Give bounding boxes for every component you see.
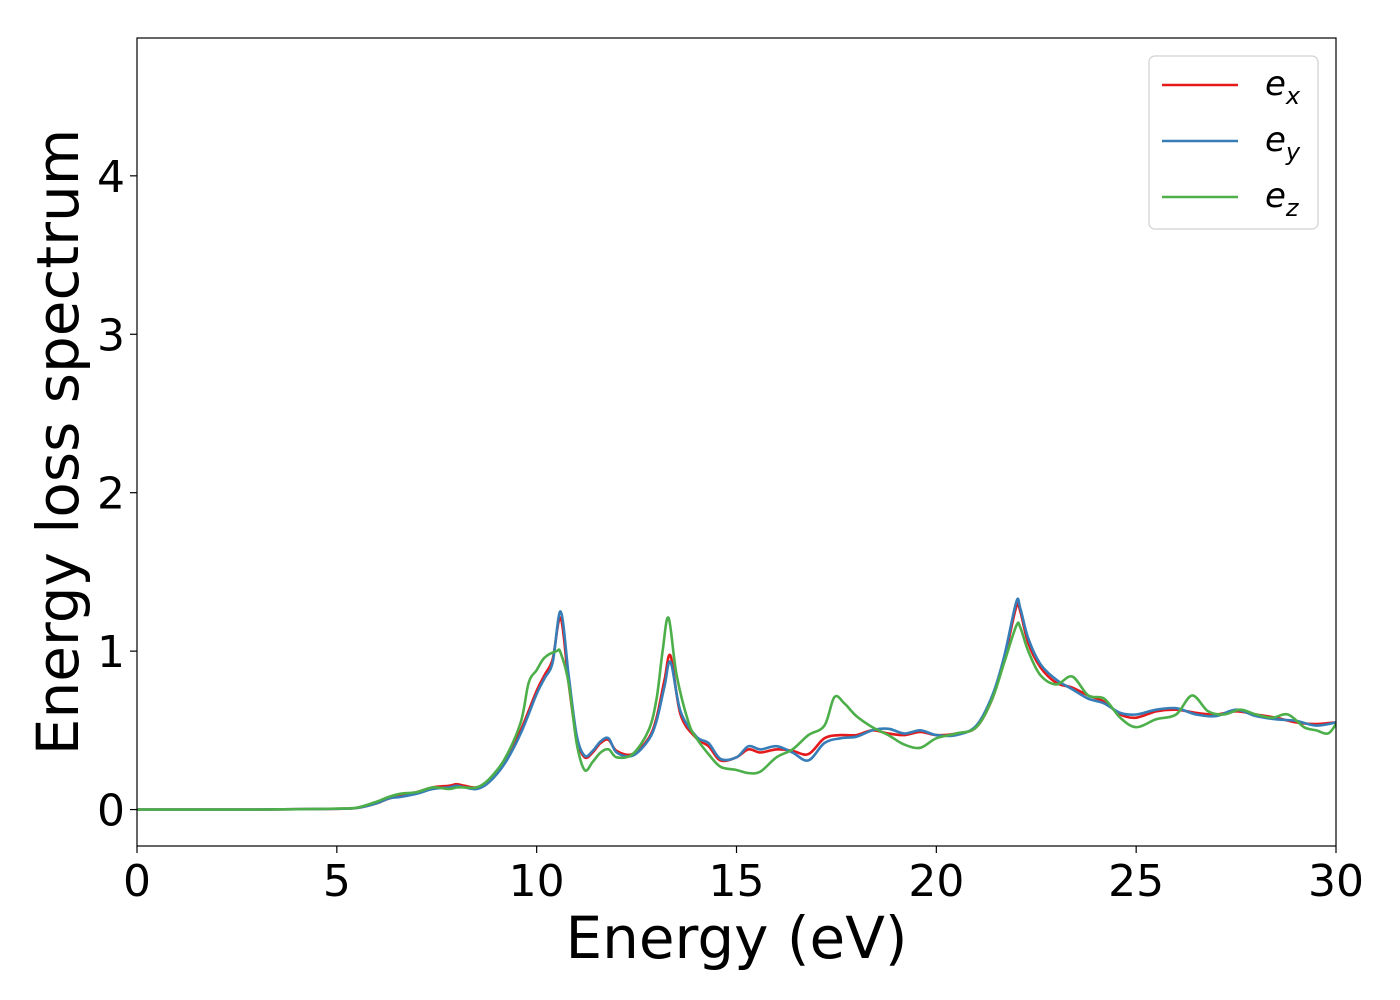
legend-label-ey: ey	[1265, 120, 1301, 166]
x-tick-label: 5	[323, 856, 351, 907]
legend: ex ey ez	[1148, 55, 1319, 230]
legend-box	[1148, 55, 1319, 230]
x-tick-label: 0	[123, 856, 151, 907]
series-layer	[137, 597, 1336, 811]
x-tick-label: 30	[1308, 856, 1364, 907]
x-tick-label: 20	[908, 856, 964, 907]
y-tick-label: 0	[97, 786, 125, 837]
y-tick-label: 3	[97, 310, 125, 361]
series-line-ey	[137, 597, 1336, 811]
y-tick-label: 4	[97, 152, 125, 203]
legend-label-ex: ex	[1265, 64, 1301, 110]
y-tick-label: 2	[97, 469, 125, 520]
x-axis: 0 5 10 15 20 25 30	[123, 846, 1364, 907]
series-line-ez	[137, 616, 1336, 811]
x-tick-label: 25	[1108, 856, 1164, 907]
x-tick-label: 10	[509, 856, 565, 907]
y-tick-label: 1	[97, 627, 125, 678]
legend-label-ez: ez	[1265, 176, 1300, 222]
y-axis-title: Energy loss spectrum	[24, 129, 92, 755]
x-tick-label: 15	[709, 856, 765, 907]
y-axis: 0 1 2 3 4	[97, 152, 137, 837]
x-axis-title: Energy (eV)	[565, 904, 907, 972]
